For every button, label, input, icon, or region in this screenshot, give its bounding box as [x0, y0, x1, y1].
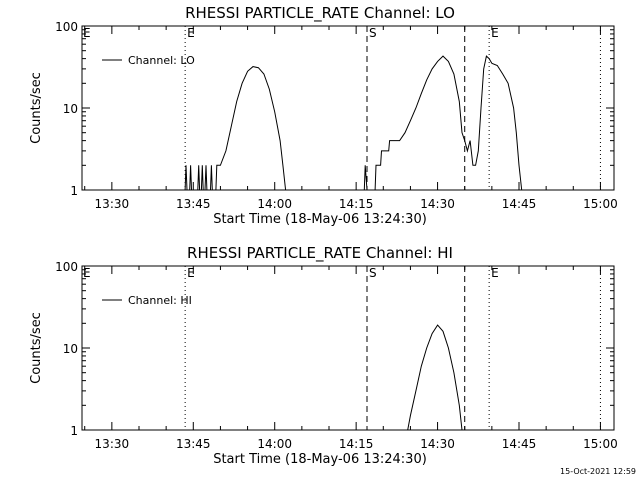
marker-label: E — [491, 26, 499, 40]
chart-title: RHESSI PARTICLE_RATE Channel: HI — [187, 244, 453, 263]
axes-frame — [81, 25, 615, 191]
y-axis-label: Counts/sec — [29, 72, 44, 144]
panel-hi: RHESSI PARTICLE_RATE Channel: HI 1 10 100 13… — [29, 244, 618, 467]
corner-marker-label: E — [83, 26, 91, 40]
x-tick-label: 13:30 — [95, 197, 130, 211]
x-tick-label: 13:30 — [95, 437, 130, 451]
x-tick-label: 15:00 — [583, 437, 618, 451]
x-tick-label: 13:45 — [176, 197, 211, 211]
marker-label: S — [369, 266, 377, 280]
y-tick-label: 10 — [63, 102, 78, 116]
x-tick-label: 14:15 — [339, 437, 374, 451]
series-line — [184, 55, 523, 191]
x-axis-label: Start Time (18-May-06 13:24:30) — [213, 212, 427, 227]
x-axis-label: Start Time (18-May-06 13:24:30) — [213, 452, 427, 467]
marker-label: E — [187, 26, 195, 40]
chart-title: RHESSI PARTICLE_RATE Channel: LO — [185, 4, 455, 23]
x-tick-label: 15:00 — [583, 197, 618, 211]
x-tick-label: 13:45 — [176, 437, 211, 451]
y-tick-label: 10 — [63, 342, 78, 356]
panel-lo: RHESSI PARTICLE_RATE Channel: LO 1 10 100 13… — [29, 4, 618, 227]
y-axis-label: Counts/sec — [29, 312, 44, 384]
legend-label: Channel: HI — [128, 294, 192, 307]
axes-frame — [81, 265, 615, 431]
y-tick-label: 100 — [55, 20, 78, 34]
series-line — [407, 324, 463, 431]
x-tick-label: 14:00 — [257, 437, 292, 451]
timestamp: 15-Oct-2021 12:59 — [560, 467, 636, 476]
x-tick-label: 14:45 — [502, 197, 537, 211]
y-tick-label: 1 — [70, 184, 78, 198]
y-tick-label: 1 — [70, 424, 78, 438]
marker-label: S — [369, 26, 377, 40]
x-tick-label: 14:15 — [339, 197, 374, 211]
marker-label: E — [491, 266, 499, 280]
corner-marker-label: E — [83, 266, 91, 280]
x-tick-label: 14:45 — [502, 437, 537, 451]
x-tick-label: 14:30 — [420, 197, 455, 211]
x-tick-label: 14:30 — [420, 437, 455, 451]
marker-label: E — [187, 266, 195, 280]
legend-label: Channel: LO — [128, 54, 195, 67]
x-tick-label: 14:00 — [257, 197, 292, 211]
y-tick-label: 100 — [55, 260, 78, 274]
